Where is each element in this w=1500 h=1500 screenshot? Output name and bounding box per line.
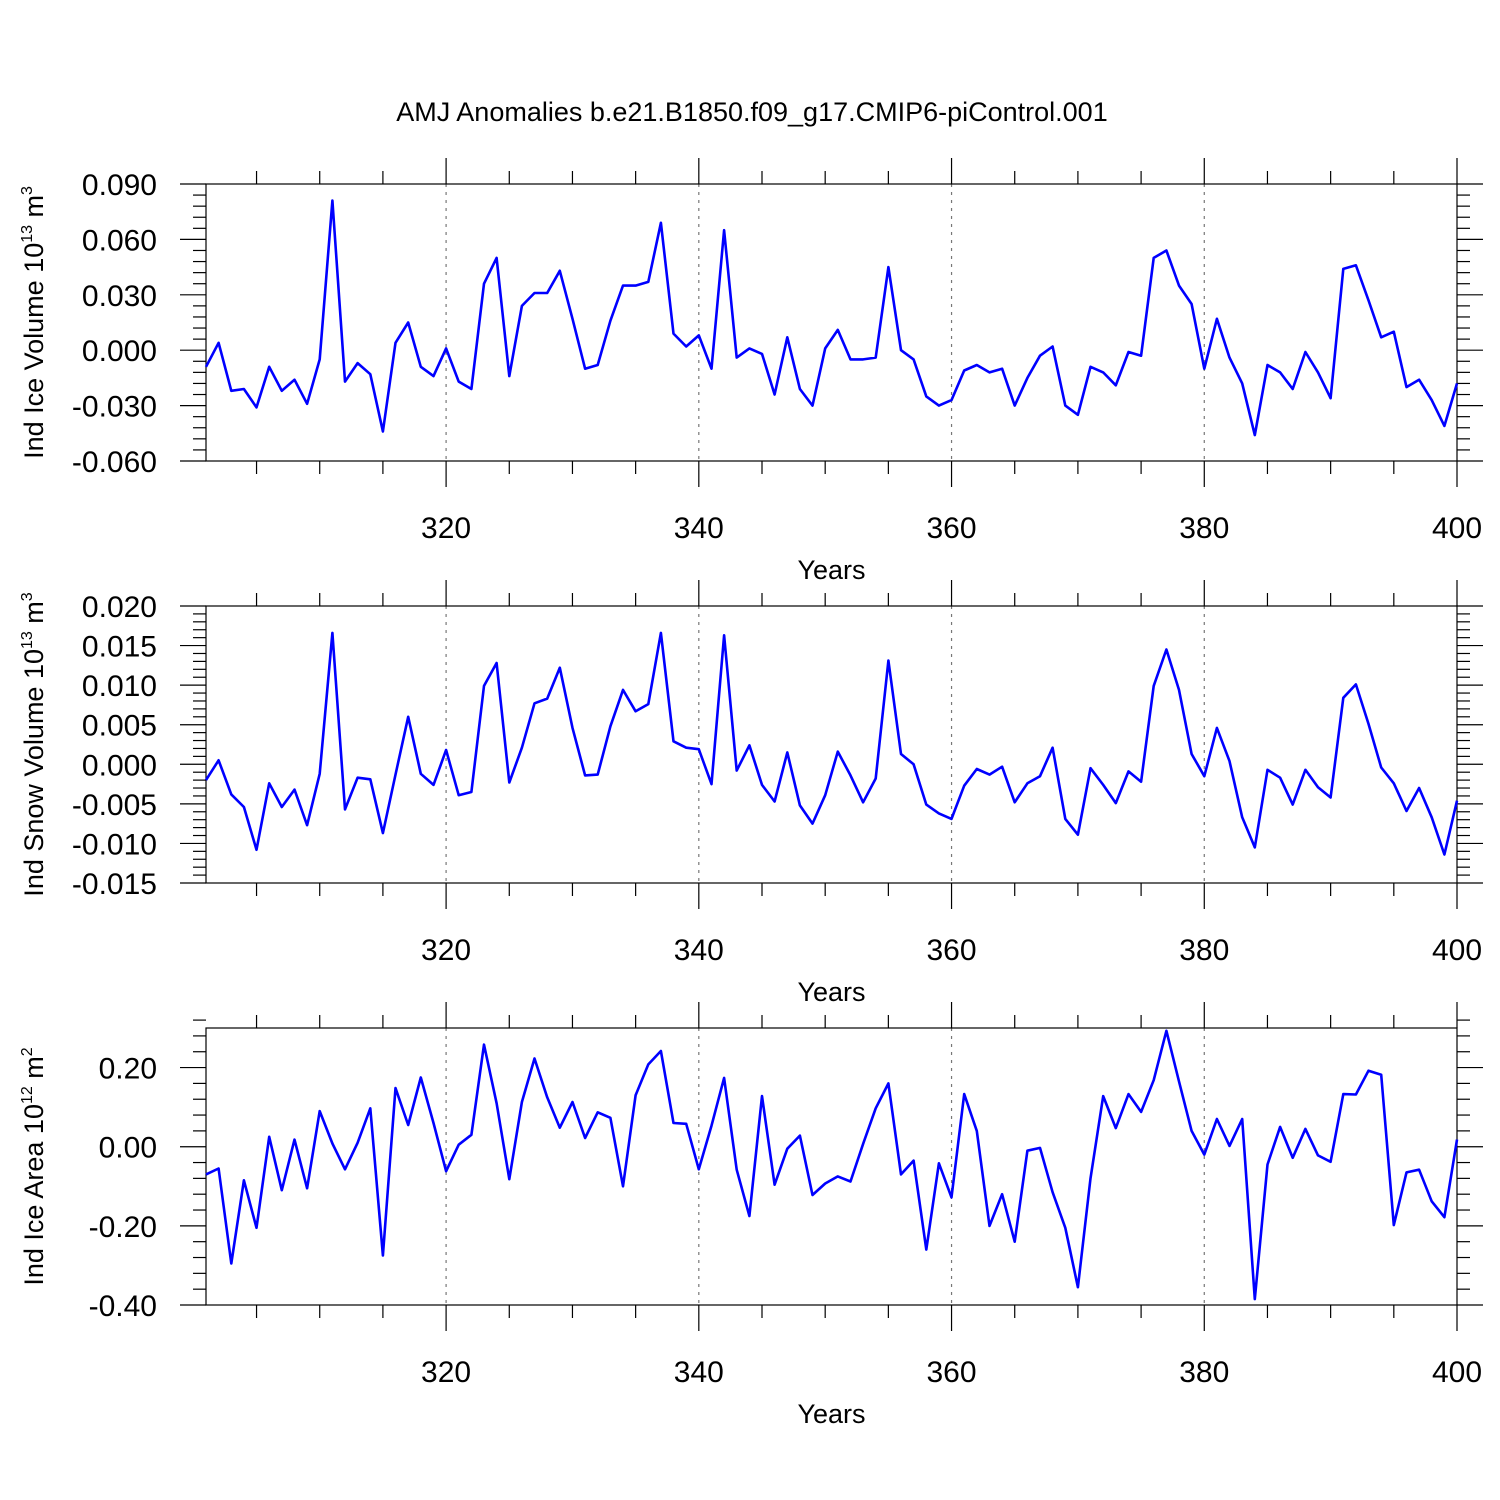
x-tick-label: 360 (927, 512, 977, 545)
y-tick-label: 0.20 (99, 1053, 157, 1086)
y-tick-label: -0.015 (72, 868, 157, 901)
panel-2: -0.015 -0.010 -0.005 0.000 0.005 0.010 0.015 0.… (19, 580, 1483, 1007)
figure-title: AMJ Anomalies b.e21.B1850.f09_g17.CMIP6-… (396, 97, 1107, 127)
x-tick-label: 400 (1432, 512, 1482, 545)
x-tick-label: 320 (421, 1356, 471, 1389)
y-tick-label: 0.060 (82, 224, 157, 257)
x-tick-label: 400 (1432, 934, 1482, 967)
y-tick-label: -0.060 (72, 446, 157, 479)
y-axis-label: Ind Snow Volume 1013 m3 (19, 592, 49, 896)
plot-frame (205, 605, 1458, 884)
y-tick-label: -0.20 (89, 1211, 157, 1244)
y-tick-label: 0.015 (82, 631, 157, 664)
x-tick-label: 360 (927, 934, 977, 967)
y-tick-label: 0.000 (82, 335, 157, 368)
x-tick-label: 380 (1179, 934, 1229, 967)
series-line (204, 199, 1459, 437)
panel-1: -0.060 -0.030 0.000 0.030 0.060 0.090 320 340 36… (19, 158, 1483, 585)
y-tick-label: -0.010 (72, 828, 157, 861)
x-tick-label: 400 (1432, 1356, 1482, 1389)
panel-3: -0.40 -0.20 0.00 0.20 320 340 360 380 400 Years In… (19, 1002, 1483, 1429)
x-axis-label: Years (797, 977, 865, 1007)
y-tick-label: 0.090 (82, 169, 157, 202)
x-tick-label: 340 (674, 1356, 724, 1389)
x-tick-label: 340 (674, 512, 724, 545)
y-tick-label: -0.40 (89, 1290, 157, 1323)
x-tick-label: 380 (1179, 512, 1229, 545)
series-line (204, 631, 1459, 856)
x-axis-label: Years (797, 555, 865, 585)
x-tick-label: 320 (421, 512, 471, 545)
y-tick-label: 0.020 (82, 591, 157, 624)
y-tick-label: 0.00 (99, 1132, 157, 1165)
plot-frame (205, 183, 1458, 462)
x-tick-label: 380 (1179, 1356, 1229, 1389)
y-tick-label: -0.030 (72, 391, 157, 424)
x-tick-label: 340 (674, 934, 724, 967)
y-tick-label: 0.010 (82, 670, 157, 703)
x-tick-label: 360 (927, 1356, 977, 1389)
plot-frame (205, 1027, 1458, 1306)
x-axis-label: Years (797, 1399, 865, 1429)
y-axis-label: Ind Ice Area 1012 m2 (19, 1047, 49, 1285)
x-tick-label: 320 (421, 934, 471, 967)
y-tick-label: 0.030 (82, 280, 157, 313)
y-tick-label: -0.005 (72, 789, 157, 822)
series-line (205, 1029, 1459, 1301)
y-tick-label: 0.000 (82, 749, 157, 782)
y-axis-label: Ind Ice Volume 1013 m3 (19, 186, 49, 459)
y-tick-label: 0.005 (82, 710, 157, 743)
